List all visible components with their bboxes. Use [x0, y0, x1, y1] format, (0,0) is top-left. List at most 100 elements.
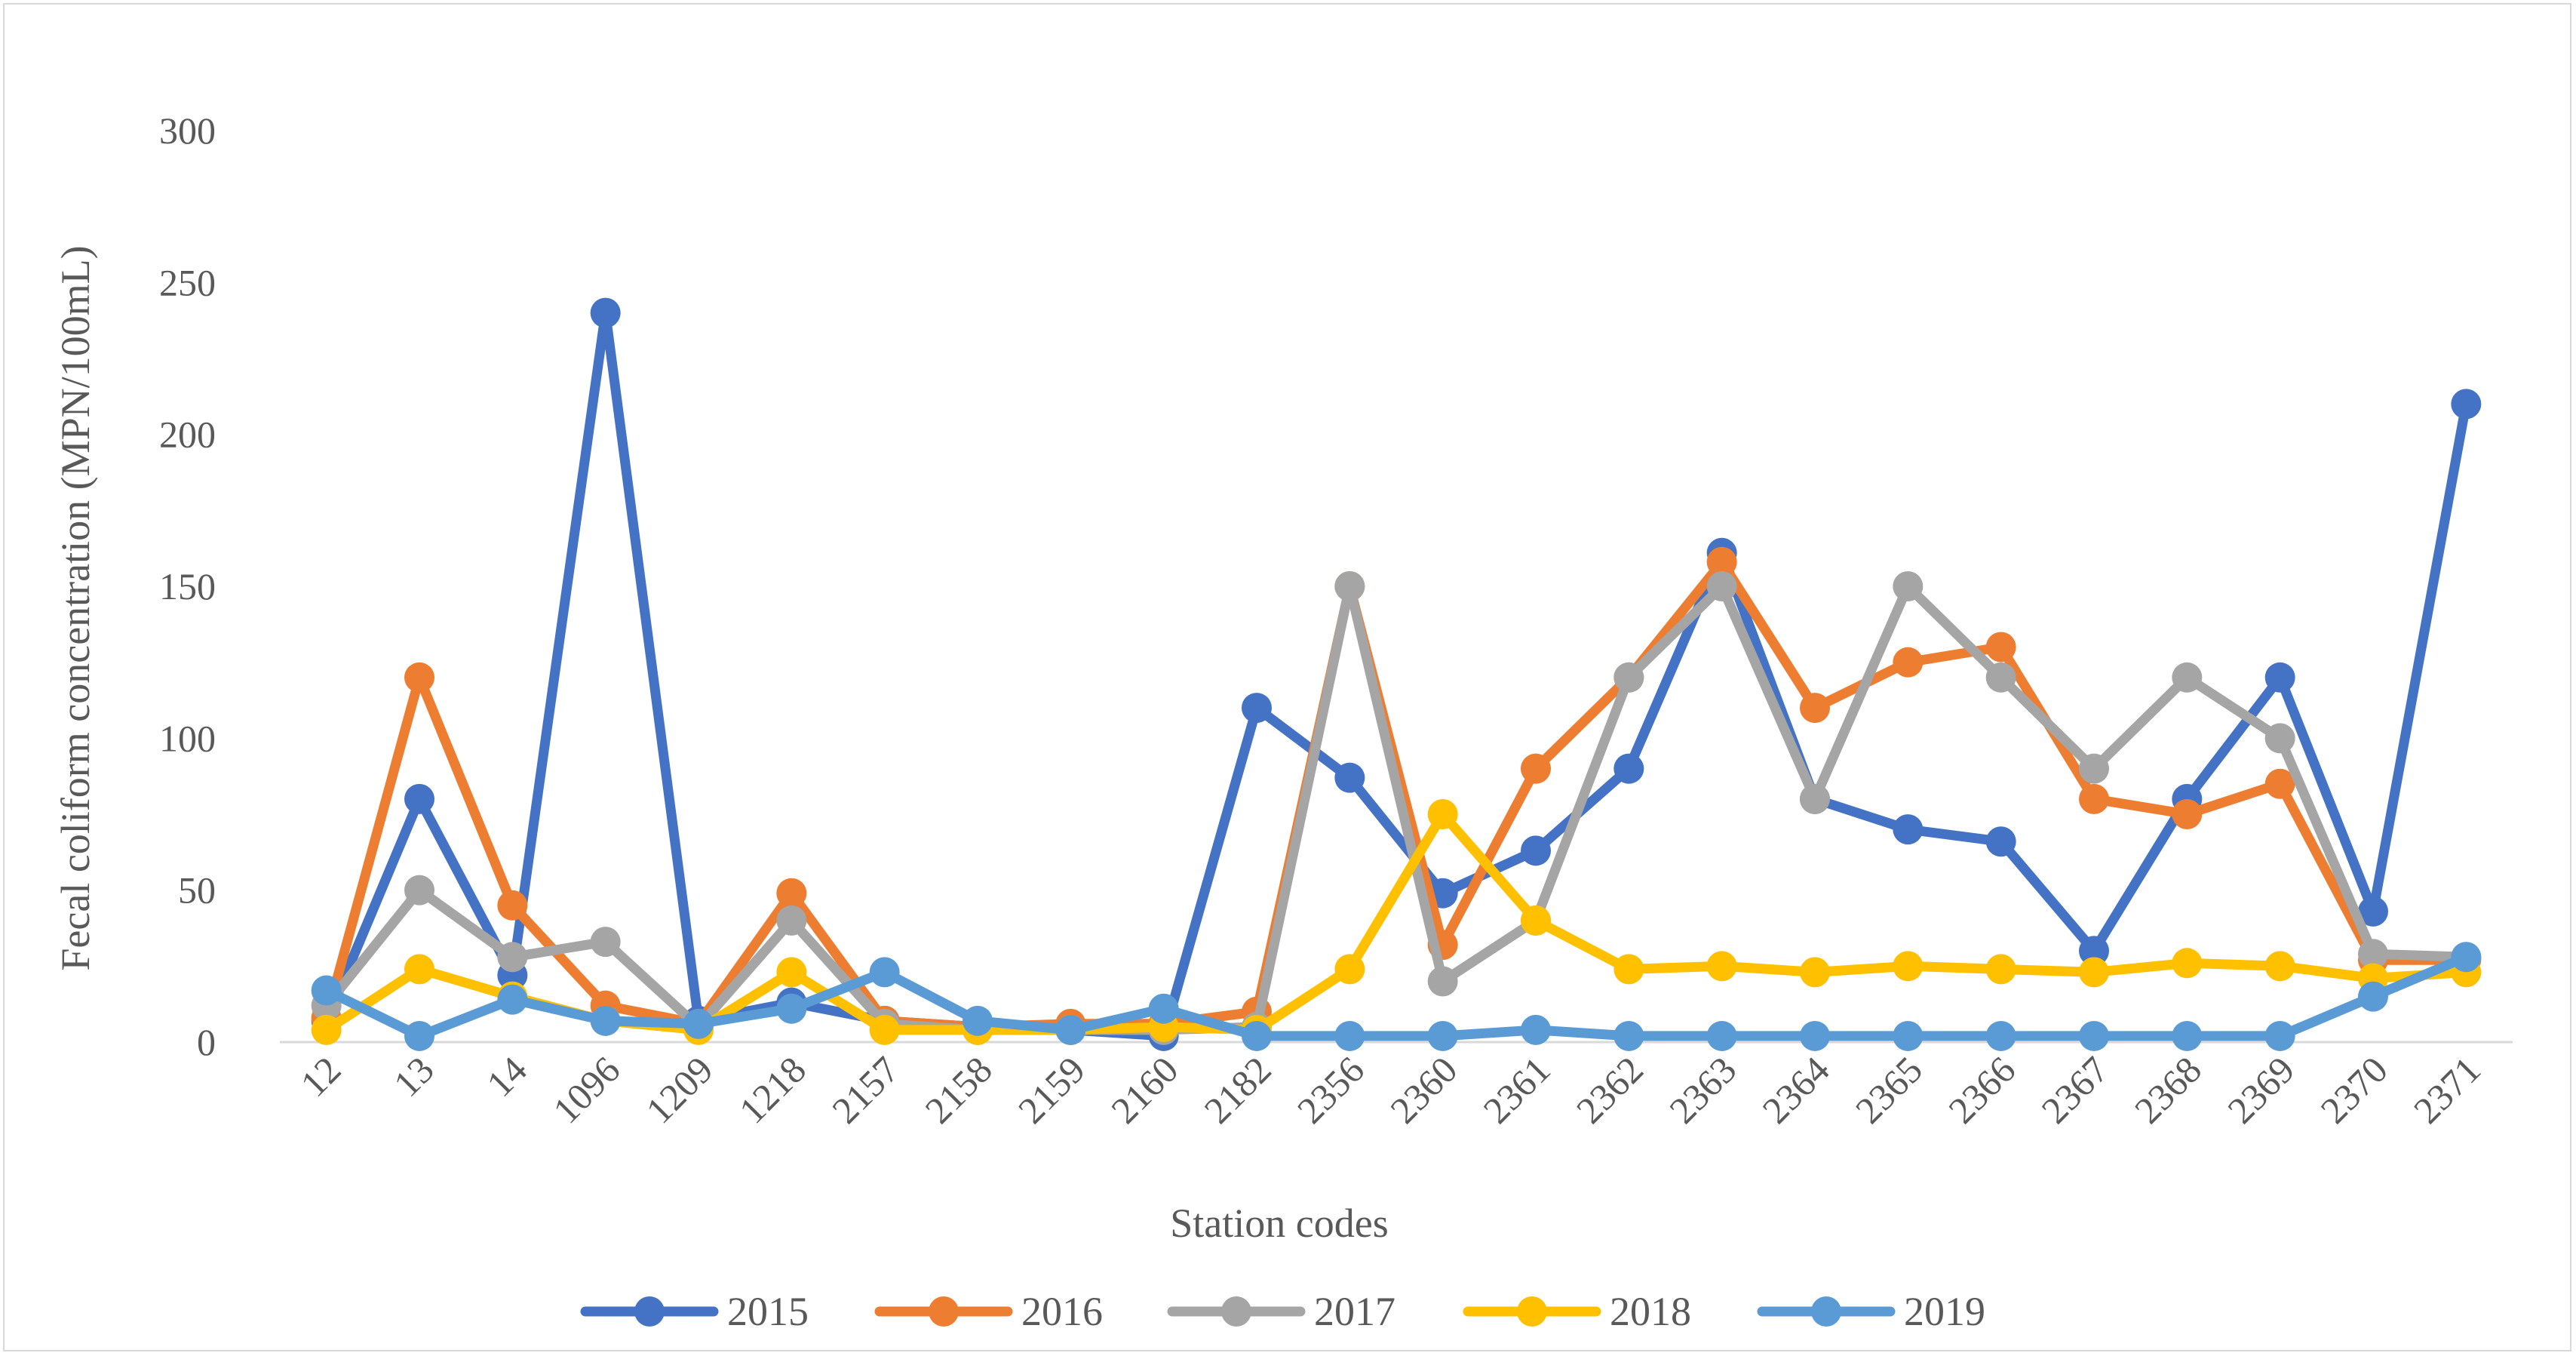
data-point [590, 1005, 621, 1036]
x-tick-label: 2356 [1289, 1048, 1372, 1131]
data-point [1148, 993, 1179, 1024]
data-point [1893, 1020, 1924, 1051]
data-point [1334, 571, 1365, 601]
legend-swatch-marker [1517, 1296, 1547, 1327]
data-point [2358, 939, 2388, 970]
chart-area: 0 50 100 150 200 250 300 12 13 14 1096 1209 1218 215… [3, 3, 2571, 1351]
x-tick-label: 2370 [2312, 1048, 2395, 1131]
data-point [1706, 571, 1737, 601]
y-tick-label: 300 [159, 109, 216, 152]
y-tick-label: 0 [197, 1021, 216, 1063]
x-tick-label: 2365 [1847, 1048, 1930, 1131]
series-line-2018 [321, 809, 2471, 1035]
x-tick-label: 2159 [1010, 1048, 1093, 1131]
series-layer [311, 297, 2482, 1051]
data-point [2264, 951, 2295, 982]
data-point [1427, 966, 1458, 997]
data-point [1800, 693, 1830, 724]
data-point [590, 297, 621, 328]
data-point [311, 1014, 342, 1045]
x-tick-label: 2158 [916, 1048, 999, 1131]
data-point [2264, 1020, 2295, 1051]
data-point [776, 905, 807, 936]
data-point [1055, 1014, 1086, 1045]
legend: 2015 2016 2017 2018 2019 [580, 1289, 1985, 1334]
data-point [1521, 1014, 1551, 1045]
legend-swatch-marker [929, 1296, 959, 1327]
data-point [1985, 632, 2016, 663]
x-tick-label: 2182 [1196, 1048, 1279, 1131]
data-point [2172, 799, 2203, 829]
data-point [1985, 954, 2016, 985]
data-point [1800, 783, 1830, 814]
data-point [1893, 814, 1924, 845]
data-point [2264, 662, 2295, 693]
legend-item-2018: 2018 [1463, 1289, 1691, 1334]
series-2015 [311, 297, 2482, 1051]
data-point [776, 993, 807, 1024]
data-point [1985, 826, 2016, 857]
x-tick-label: 2361 [1475, 1048, 1558, 1131]
legend-item-2015: 2015 [580, 1289, 809, 1334]
data-point [776, 878, 807, 909]
data-point [404, 662, 434, 693]
data-point [869, 957, 900, 988]
data-point [1613, 1020, 1644, 1051]
data-point [1893, 571, 1924, 601]
data-point [404, 1020, 434, 1051]
x-tick-label: 2364 [1754, 1048, 1837, 1131]
data-point [311, 975, 342, 1006]
data-point [963, 1005, 993, 1036]
data-point [590, 927, 621, 958]
data-point [2079, 783, 2109, 814]
data-point [404, 954, 434, 985]
series-line-2019 [321, 952, 2471, 1041]
legend-item-2017: 2017 [1167, 1289, 1395, 1334]
data-point [404, 783, 434, 814]
x-tick-label: 12 [292, 1048, 348, 1105]
data-point [2079, 1020, 2109, 1051]
x-tick-label: 13 [385, 1048, 442, 1105]
series-line-2017 [321, 581, 2471, 1035]
x-tick-label: 14 [478, 1048, 535, 1105]
x-tick-label: 2369 [2219, 1048, 2302, 1131]
data-point [1985, 662, 2016, 693]
data-point [2264, 723, 2295, 754]
data-point [2079, 753, 2109, 784]
data-point [1427, 1020, 1458, 1051]
x-tick-label: 2363 [1661, 1048, 1744, 1131]
x-tick-label: 1096 [545, 1048, 628, 1131]
data-point [776, 957, 807, 988]
legend-swatch-marker [634, 1296, 665, 1327]
series-line-2015 [321, 308, 2471, 1041]
data-point [1985, 1020, 2016, 1051]
data-point [1893, 951, 1924, 982]
x-tick-label: 2362 [1568, 1048, 1651, 1131]
data-point [1800, 957, 1830, 988]
x-axis-title: Station codes [1170, 1201, 1388, 1246]
y-tick-label: 200 [159, 414, 216, 456]
data-point [2172, 1020, 2203, 1051]
series-2019 [311, 942, 2482, 1051]
x-axis-ticks: 12 13 14 1096 1209 1218 2157 2158 2159 2160 2182 23… [292, 1048, 2488, 1131]
x-tick-label: 2368 [2126, 1048, 2209, 1131]
data-point [1521, 905, 1551, 936]
data-point [2079, 936, 2109, 967]
legend-label: 2015 [727, 1289, 809, 1334]
data-point [497, 942, 528, 973]
data-point [1242, 693, 1272, 724]
x-tick-label: 2160 [1103, 1048, 1186, 1131]
data-point [1521, 835, 1551, 866]
legend-label: 2019 [1904, 1289, 1985, 1334]
data-point [869, 1014, 900, 1045]
data-point [1521, 753, 1551, 784]
data-point [2079, 957, 2109, 988]
data-point [2358, 981, 2388, 1012]
data-point [1613, 753, 1644, 784]
x-tick-label: 2366 [1940, 1048, 2023, 1131]
data-point [1706, 1020, 1737, 1051]
data-point [2172, 662, 2203, 693]
legend-label: 2017 [1314, 1289, 1395, 1334]
data-point [497, 984, 528, 1015]
